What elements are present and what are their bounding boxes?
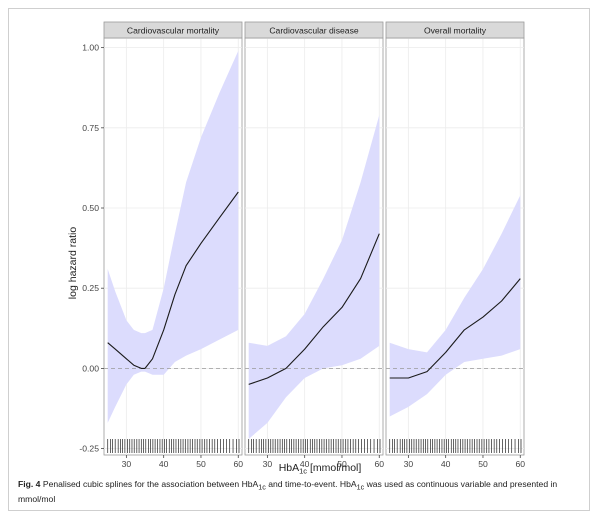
- x-tick-label: 50: [337, 459, 347, 469]
- x-tick-label: 30: [122, 459, 132, 469]
- rug: [389, 439, 522, 453]
- x-tick-label: 50: [478, 459, 488, 469]
- caption-sub-1: 1c: [258, 483, 266, 492]
- x-axis-label-sub: 1c: [299, 467, 307, 476]
- x-tick-label: 30: [404, 459, 414, 469]
- panel-title: Overall mortality: [424, 26, 487, 36]
- panel-title: Cardiovascular disease: [269, 26, 359, 36]
- caption-label: Fig. 4: [18, 479, 41, 489]
- y-tick-label: 0.00: [82, 363, 99, 373]
- y-axis-label: log hazard ratio: [67, 227, 79, 300]
- panel-2: Cardiovascular disease 30 40 50 60: [244, 21, 384, 469]
- x-axis-label-main: HbA: [279, 462, 299, 474]
- x-axis-label-rest: [mmol/mol]: [307, 462, 361, 474]
- confidence-band: [248, 115, 380, 439]
- panel-strip: [385, 21, 525, 39]
- y-tick-label: 0.75: [82, 123, 99, 133]
- rug: [248, 439, 381, 453]
- y-axis: -0.25 0.00 0.25 0.50 0.75 1.00: [79, 43, 104, 454]
- x-tick-label: 60: [233, 459, 243, 469]
- x-tick-label: 50: [196, 459, 206, 469]
- spline-line: [107, 191, 239, 369]
- y-tick-label: -0.25: [79, 444, 99, 454]
- spline-line: [248, 233, 380, 385]
- caption-part2: and time-to-event. HbA: [265, 479, 357, 489]
- y-tick-label: 0.50: [82, 203, 99, 213]
- y-tick-label: 1.00: [82, 43, 99, 53]
- panel-title: Cardiovascular mortality: [127, 26, 220, 36]
- panel-1: Cardiovascular mortality 30 40 50 60: [103, 21, 243, 469]
- caption-part3: was used as continuous variable and pres…: [18, 479, 558, 504]
- spline-line: [389, 278, 521, 379]
- figure-frame: [8, 8, 590, 511]
- rug: [107, 439, 240, 453]
- x-tick-label: 40: [159, 459, 169, 469]
- confidence-band: [389, 195, 521, 417]
- caption-part1: Penalised cubic splines for the associat…: [42, 479, 259, 489]
- x-axis-label: HbA1c [mmol/mol]: [279, 462, 362, 476]
- x-tick-label: 60: [515, 459, 525, 469]
- figure-caption: Fig. 4 Penalised cubic splines for the a…: [18, 479, 578, 505]
- panel-strip: [103, 21, 243, 39]
- panel-3: Overall mortality 30 40 50 60: [385, 21, 525, 469]
- panel-strip: [244, 21, 384, 39]
- y-tick-label: 0.25: [82, 283, 99, 293]
- x-tick-label: 60: [374, 459, 384, 469]
- confidence-band: [107, 50, 239, 423]
- x-tick-label: 40: [441, 459, 451, 469]
- x-tick-label: 30: [263, 459, 273, 469]
- x-tick-label: 40: [300, 459, 310, 469]
- caption-sub-2: 1c: [356, 483, 365, 492]
